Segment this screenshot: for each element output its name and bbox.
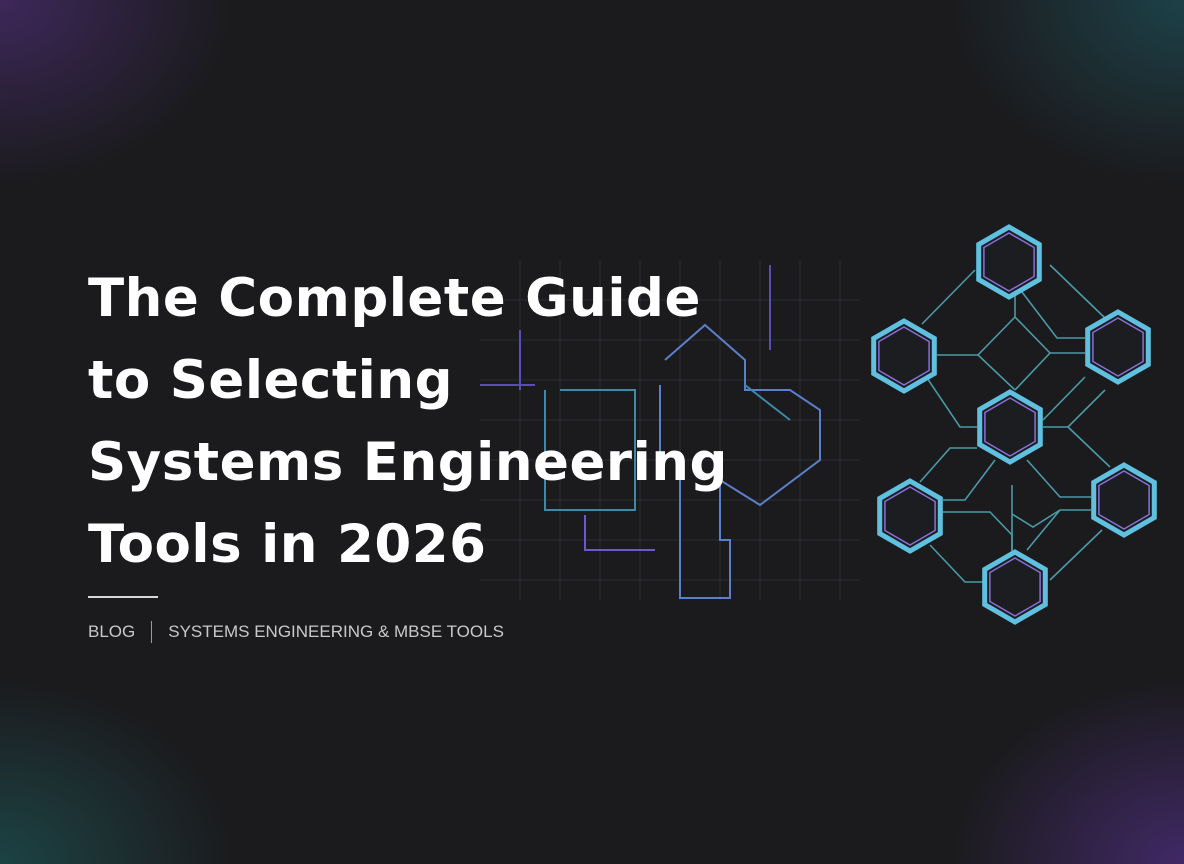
hexagon-node bbox=[977, 389, 1043, 465]
topic-link[interactable]: SYSTEMS ENGINEERING & MBSE TOOLS bbox=[168, 622, 504, 641]
hexagon-node bbox=[877, 478, 943, 554]
post-meta: BLOG SYSTEMS ENGINEERING & MBSE TOOLS bbox=[88, 621, 504, 643]
hexagon-inner-ring bbox=[983, 232, 1035, 292]
hexagon-node bbox=[982, 549, 1048, 625]
title-line: Tools in 2026 bbox=[88, 514, 487, 575]
divider bbox=[88, 596, 158, 598]
circuit-lines bbox=[480, 265, 821, 599]
hexagon-inner-ring bbox=[989, 557, 1041, 617]
title-line: Systems Engineering bbox=[88, 432, 728, 493]
separator bbox=[151, 621, 153, 643]
hexagon-inner-ring bbox=[1092, 317, 1144, 377]
hexagon-inner-ring bbox=[878, 326, 930, 386]
hexagon-inner-ring bbox=[984, 397, 1036, 457]
title-line: to Selecting bbox=[88, 350, 454, 411]
hexagon-inner-ring bbox=[884, 486, 936, 546]
hexagon-node bbox=[976, 224, 1042, 300]
hexagon-inner-ring bbox=[1098, 470, 1150, 530]
category-link[interactable]: BLOG bbox=[88, 622, 136, 641]
hexagon-nodes bbox=[871, 224, 1157, 625]
grid-lines bbox=[480, 260, 860, 600]
connector-lines bbox=[919, 264, 1111, 583]
page-title: The Complete Guide to Selecting Systems … bbox=[88, 258, 728, 586]
title-line: The Complete Guide bbox=[88, 268, 701, 329]
hexagon-node bbox=[871, 318, 937, 394]
hexagon-node bbox=[1091, 462, 1157, 538]
hexagon-node bbox=[1085, 309, 1151, 385]
